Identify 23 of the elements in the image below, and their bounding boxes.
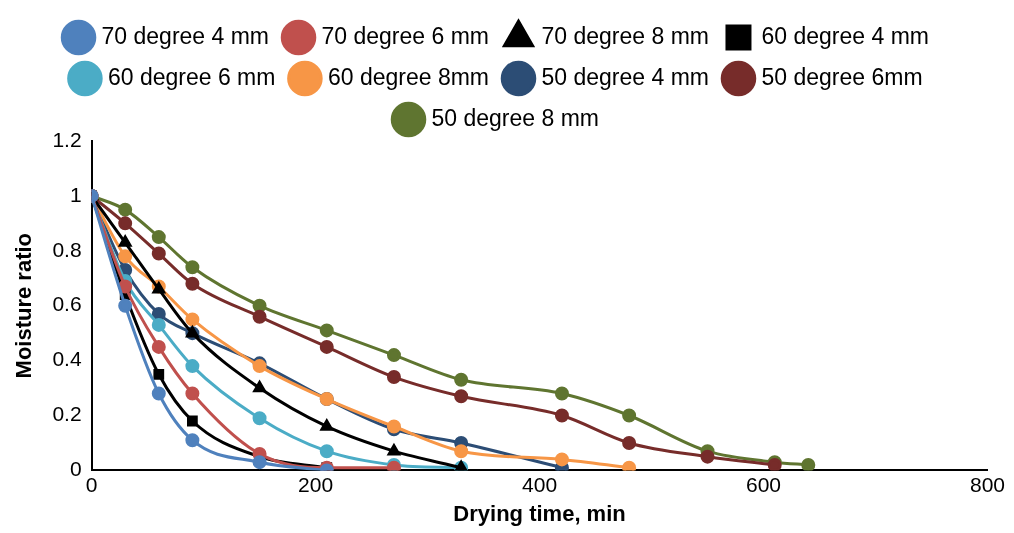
legend-label: 60 degree 8mm: [327, 63, 489, 90]
legend-label: 50 degree 4 mm: [541, 63, 709, 90]
x-axis-title: Drying time, min: [453, 500, 626, 526]
legend-label: 70 degree 8 mm: [541, 22, 709, 49]
y-tick-label: 1.2: [52, 127, 82, 151]
y-tick-label: 0.4: [52, 347, 82, 371]
x-tick-label: 600: [745, 472, 782, 496]
x-tick-label: 800: [969, 472, 1005, 496]
legend-label: 70 degree 4 mm: [101, 22, 270, 49]
y-tick-label: 1: [69, 182, 82, 206]
y-tick-label: 0.2: [52, 402, 82, 426]
legend-label: 50 degree 6mm: [761, 63, 923, 90]
legend-label: 70 degree 6 mm: [321, 22, 489, 49]
x-tick-label: 0: [85, 472, 98, 496]
x-tick-label: 400: [522, 472, 558, 496]
legend-label: 50 degree 8 mm: [431, 104, 599, 131]
y-axis-title: Moisture ratio: [11, 232, 37, 379]
legend-label: 60 degree 6 mm: [107, 63, 276, 90]
y-tick-label: 0: [69, 457, 82, 481]
y-tick-label: 0.8: [52, 237, 82, 261]
y-tick-label: 0.6: [52, 292, 82, 316]
legend-label: 60 degree 4 mm: [761, 22, 929, 49]
x-tick-label: 200: [298, 472, 334, 496]
